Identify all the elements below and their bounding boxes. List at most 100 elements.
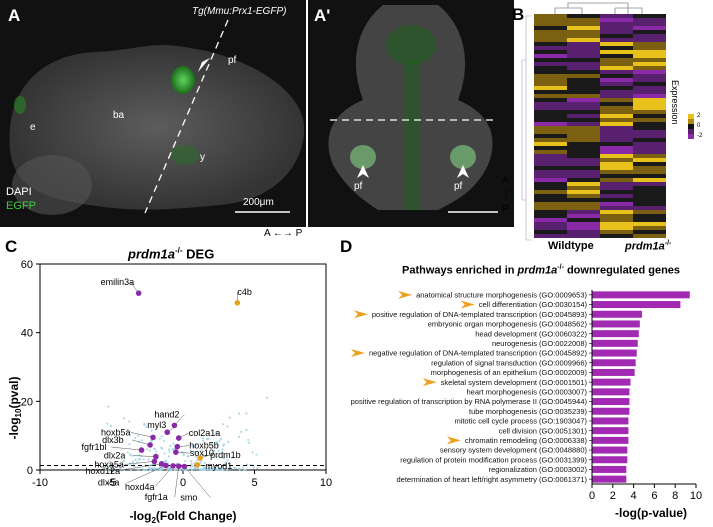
- heatmap-cell: [600, 94, 633, 98]
- heatmap-cell: [600, 186, 633, 190]
- heatmap-cell: [600, 210, 633, 214]
- heatmap-cell: [567, 146, 600, 150]
- volcano-ytick-label: 20: [21, 396, 33, 408]
- heatmap-cell: [567, 150, 600, 154]
- volcano-point-background: [129, 453, 132, 456]
- legend-tick-mid: 0: [697, 123, 701, 129]
- heatmap-cell: [600, 114, 633, 118]
- volcano-point-background: [123, 417, 126, 420]
- volcano-point-background: [159, 468, 162, 471]
- heatmap-cell: [600, 138, 633, 142]
- heatmap-cell: [600, 174, 633, 178]
- volcano-title: prdm1a-/- DEG: [128, 246, 214, 261]
- volcano-point-background: [203, 461, 206, 465]
- volcano-point-hand2: [171, 422, 178, 429]
- volcano-ytick-label: 0: [27, 465, 33, 477]
- volcano-point-background: [136, 434, 140, 437]
- heatmap-cell: [567, 54, 600, 58]
- pathway-category-label: neurogenesis (GO:0022008): [492, 339, 588, 348]
- heatmap-cell: [633, 158, 666, 162]
- egfp-label: EGFP: [6, 200, 36, 212]
- volcano-ytick-label: 60: [21, 259, 33, 271]
- pathway-category-label: positive regulation of DNA-templated tra…: [372, 310, 588, 319]
- heatmap-cell: [633, 78, 666, 82]
- volcano-point-background: [190, 463, 193, 466]
- pathway-category-label: sensory system development (GO:0048880): [440, 446, 588, 455]
- heatmap-cell: [600, 78, 633, 82]
- pathway-category-label: anatomical structure morphogenesis (GO:0…: [416, 290, 587, 299]
- pathway-bar: [592, 398, 630, 406]
- heatmap-cell: [633, 162, 666, 166]
- volcano-point-background: [221, 456, 224, 459]
- pathway-bar: [592, 427, 629, 435]
- heatmap-cell: [534, 22, 567, 26]
- pathway-category-label: embryonic organ morphogenesis (GO:004856…: [428, 320, 588, 329]
- volcano-leader-line: [132, 439, 151, 446]
- heatmap-cell: [567, 38, 600, 42]
- volcano-point-background: [160, 435, 163, 438]
- heatmap-cell: [534, 138, 567, 142]
- volcano-point-background: [216, 443, 220, 446]
- volcano-point-background: [185, 468, 188, 472]
- volcano-point-background: [191, 444, 194, 447]
- volcano-point-background: [182, 453, 185, 457]
- heatmap-cell: [633, 150, 666, 154]
- volcano-point-background: [148, 467, 151, 470]
- volcano-point-background: [221, 452, 225, 455]
- volcano-point-background: [232, 466, 236, 469]
- volcano-title-gene: prdm1a: [128, 246, 175, 262]
- heatmap-cell: [534, 186, 567, 190]
- heatmap-cell: [534, 150, 567, 154]
- heatmap-cell: [633, 46, 666, 50]
- volcano-point-background: [220, 437, 223, 441]
- heatmap: [521, 2, 694, 241]
- heatmap-cell: [633, 222, 666, 226]
- volcano-leader-line: [124, 461, 155, 465]
- pathway-category-label: cell division (GO:0051301): [499, 426, 588, 435]
- heatmap-cell: [534, 218, 567, 222]
- pathway-bar: [592, 368, 635, 376]
- heatmap-cell: [534, 222, 567, 226]
- heatmap-cell: [567, 126, 600, 130]
- volcano-label-hand2: hand2: [154, 409, 179, 419]
- volcano-point-background: [192, 445, 196, 449]
- volcano-point-background: [128, 420, 131, 423]
- heatmap-cell: [633, 82, 666, 86]
- heatmap-cell: [567, 22, 600, 26]
- volcano-point-background: [131, 460, 135, 463]
- heatmap-cell: [600, 166, 633, 170]
- heatmap-cell: [633, 178, 666, 182]
- volcano-point-background: [119, 466, 122, 470]
- heatmap-cell: [567, 102, 600, 106]
- heatmap-cell: [633, 214, 666, 218]
- volcano-point-smo: [181, 463, 188, 470]
- volcano-point-background: [216, 441, 219, 444]
- heatmap-cell: [534, 158, 567, 162]
- volcano-xtick-label: 5: [251, 477, 257, 489]
- volcano-point-background: [134, 458, 137, 461]
- heatmap-cell: [567, 70, 600, 74]
- heatmap-cell: [567, 50, 600, 54]
- volcano-point-background: [122, 459, 125, 462]
- volcano-label-hoxa5a: hoxa5a: [94, 459, 124, 469]
- heatmap-cell: [534, 198, 567, 202]
- heatmap-cell: [567, 166, 600, 170]
- volcano-point-background: [169, 444, 172, 448]
- volcano-point-background: [168, 448, 171, 451]
- heatmap-cell: [633, 90, 666, 94]
- heatmap-cell: [633, 26, 666, 30]
- volcano-point-background: [219, 468, 223, 472]
- heatmap-cell: [567, 98, 600, 102]
- pathway-title: Pathways enriched in prdm1a-/- downregul…: [402, 264, 680, 277]
- volcano-point-background: [196, 452, 199, 455]
- heatmap-cell: [567, 58, 600, 62]
- volcano-point-background: [140, 439, 143, 442]
- volcano-point-hoxb5b: [174, 443, 181, 450]
- volcano-ylabel: -log10(pval): [7, 377, 23, 440]
- heatmap-cell: [534, 146, 567, 150]
- volcano-point-dlx3b: [147, 442, 153, 448]
- heatmap-col-mutant-gene: prdm1a: [625, 240, 665, 253]
- volcano-point-background: [160, 446, 163, 449]
- volcano-point-background: [217, 468, 220, 472]
